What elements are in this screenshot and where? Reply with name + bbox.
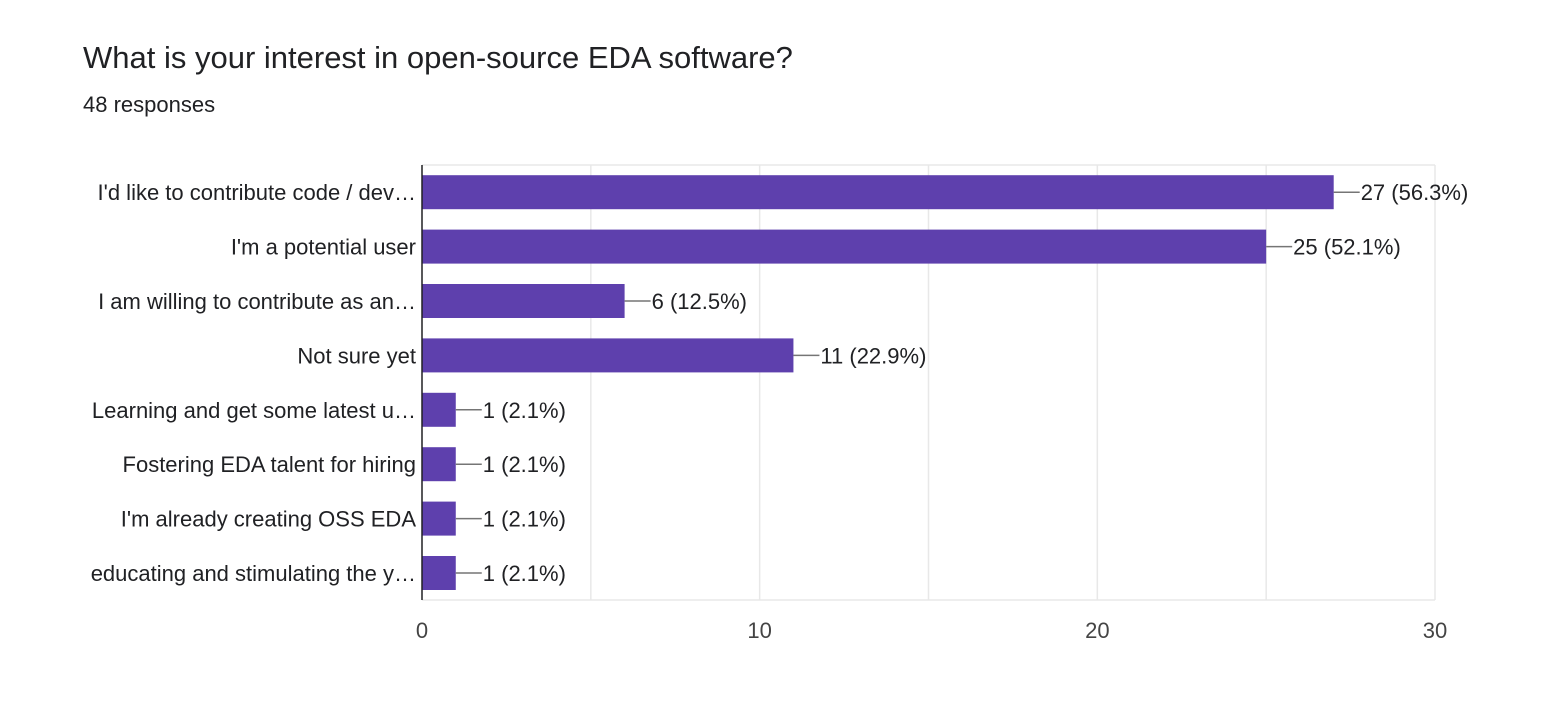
category-label: Not sure yet: [297, 343, 416, 368]
x-tick-label: 20: [1085, 618, 1109, 643]
bar: [422, 175, 1334, 210]
data-label: 11 (22.9%): [820, 343, 926, 368]
bar: [422, 556, 456, 590]
question-title: What is your interest in open-source EDA…: [83, 40, 793, 75]
data-label: 6 (12.5%): [652, 289, 747, 314]
data-label: 27 (56.3%): [1361, 180, 1469, 205]
category-label: Learning and get some latest u…: [92, 398, 416, 423]
bar: [422, 447, 456, 482]
data-label: 1 (2.1%): [483, 452, 566, 477]
category-label: educating and stimulating the y…: [91, 561, 416, 586]
data-label: 25 (52.1%): [1293, 235, 1401, 260]
category-label: I am willing to contribute as an…: [98, 289, 416, 314]
category-label: Fostering EDA talent for hiring: [123, 452, 416, 477]
x-tick-label: 0: [416, 618, 428, 643]
data-label: 1 (2.1%): [483, 507, 566, 532]
response-count: 48 responses: [83, 92, 216, 117]
bar: [422, 338, 794, 373]
bar: [422, 392, 456, 427]
category-label: I'm a potential user: [231, 235, 416, 260]
bar: [422, 284, 625, 318]
bar: [422, 501, 456, 536]
category-label: I'm already creating OSS EDA: [121, 507, 417, 532]
x-tick-label: 30: [1423, 618, 1447, 643]
bar: [422, 229, 1267, 264]
data-label: 1 (2.1%): [483, 398, 566, 423]
category-label: I'd like to contribute code / dev…: [98, 180, 416, 205]
x-tick-label: 10: [747, 618, 771, 643]
data-label: 1 (2.1%): [483, 561, 566, 586]
